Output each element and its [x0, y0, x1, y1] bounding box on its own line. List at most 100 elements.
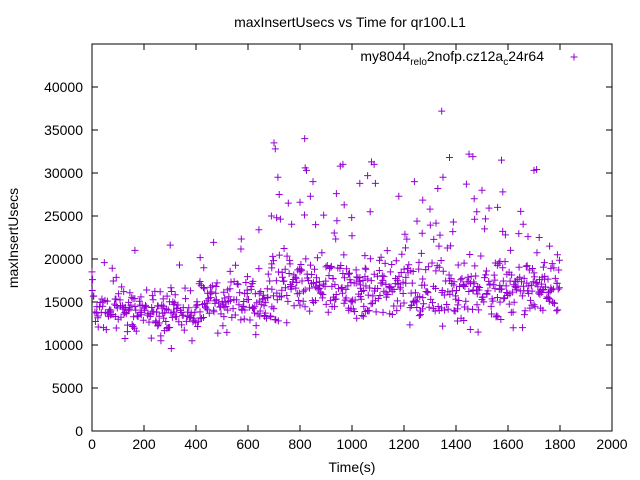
data-point — [94, 323, 102, 331]
data-point — [90, 292, 98, 300]
data-point — [297, 265, 305, 273]
data-point — [220, 313, 228, 321]
data-point — [515, 230, 523, 238]
data-point — [157, 337, 165, 345]
data-point — [531, 303, 539, 311]
data-point — [237, 316, 245, 324]
data-point — [219, 322, 227, 330]
data-point — [252, 322, 260, 330]
data-point — [139, 316, 147, 324]
data-point — [390, 302, 398, 310]
data-point — [239, 303, 247, 311]
data-point-outlier — [449, 218, 457, 226]
data-point-outlier — [426, 205, 434, 213]
data-point — [472, 272, 480, 280]
data-point — [288, 282, 296, 290]
chart-title: maxInsertUsecs vs Time for qr100.L1 — [234, 14, 466, 30]
data-point — [154, 322, 162, 330]
data-point — [386, 268, 394, 276]
data-point — [226, 285, 234, 293]
data-point-outlier — [89, 276, 97, 284]
data-point — [443, 301, 451, 309]
x-tick-label: 1200 — [388, 436, 419, 452]
data-point — [438, 286, 446, 294]
data-point — [153, 308, 161, 316]
data-point — [444, 305, 452, 313]
data-point — [470, 278, 478, 286]
data-point — [432, 285, 440, 293]
data-point — [276, 292, 284, 300]
data-point-outlier — [466, 326, 474, 334]
data-point — [306, 261, 314, 269]
data-point — [251, 309, 259, 317]
data-points — [88, 107, 563, 352]
data-point — [267, 313, 275, 321]
data-point — [112, 273, 120, 281]
data-point — [340, 251, 348, 259]
data-point — [300, 211, 308, 219]
x-tick-label: 800 — [288, 436, 312, 452]
data-point — [336, 264, 344, 272]
legend: my8044relo2nofp.cz12ac24r64 — [360, 48, 578, 68]
data-point — [377, 253, 385, 261]
data-point — [491, 276, 499, 284]
data-point — [93, 309, 101, 317]
data-point — [419, 294, 427, 302]
data-point — [259, 295, 267, 303]
data-point — [175, 261, 183, 269]
data-point — [199, 284, 207, 292]
data-point-outlier — [509, 324, 517, 332]
data-point — [109, 277, 117, 285]
data-point — [431, 307, 439, 315]
data-point — [231, 311, 239, 319]
data-point — [458, 274, 466, 282]
data-point — [501, 258, 509, 266]
x-tick-label: 600 — [236, 436, 260, 452]
data-point — [255, 289, 263, 297]
data-point — [112, 324, 120, 332]
data-point — [553, 279, 561, 287]
data-point — [329, 275, 337, 283]
data-point — [342, 294, 350, 302]
data-point — [347, 297, 355, 305]
data-point — [423, 288, 431, 296]
data-point — [541, 283, 549, 291]
data-point — [330, 229, 338, 237]
data-point-outlier — [470, 195, 478, 203]
data-point-outlier — [252, 331, 260, 339]
data-point — [392, 257, 400, 265]
data-point — [296, 301, 304, 309]
data-point — [306, 307, 314, 315]
data-point — [159, 295, 167, 303]
data-point — [482, 271, 490, 279]
data-point-outlier — [371, 179, 379, 187]
data-point-outlier — [348, 232, 356, 240]
data-point — [453, 317, 461, 325]
data-point — [362, 282, 370, 290]
data-point — [441, 306, 449, 314]
legend-label-part-3: 24r64 — [508, 48, 544, 64]
data-point — [462, 297, 470, 305]
x-tick-label: 2000 — [596, 436, 627, 452]
data-point — [471, 262, 479, 270]
data-point — [312, 278, 320, 286]
data-point — [452, 286, 460, 294]
data-point — [299, 297, 307, 305]
data-point — [355, 277, 363, 285]
data-point — [318, 249, 326, 257]
data-point — [360, 286, 368, 294]
data-point — [432, 219, 440, 227]
x-tick-label: 1000 — [336, 436, 367, 452]
data-point-outlier — [274, 173, 282, 181]
data-point — [393, 276, 401, 284]
data-point-outlier — [356, 179, 364, 187]
data-point — [233, 280, 241, 288]
data-point — [428, 259, 436, 267]
data-point — [532, 279, 540, 287]
data-point — [436, 231, 444, 239]
data-point — [213, 279, 221, 287]
data-point-outlier — [267, 212, 275, 220]
data-point — [131, 295, 139, 303]
data-point — [123, 321, 131, 329]
data-point — [200, 264, 208, 272]
